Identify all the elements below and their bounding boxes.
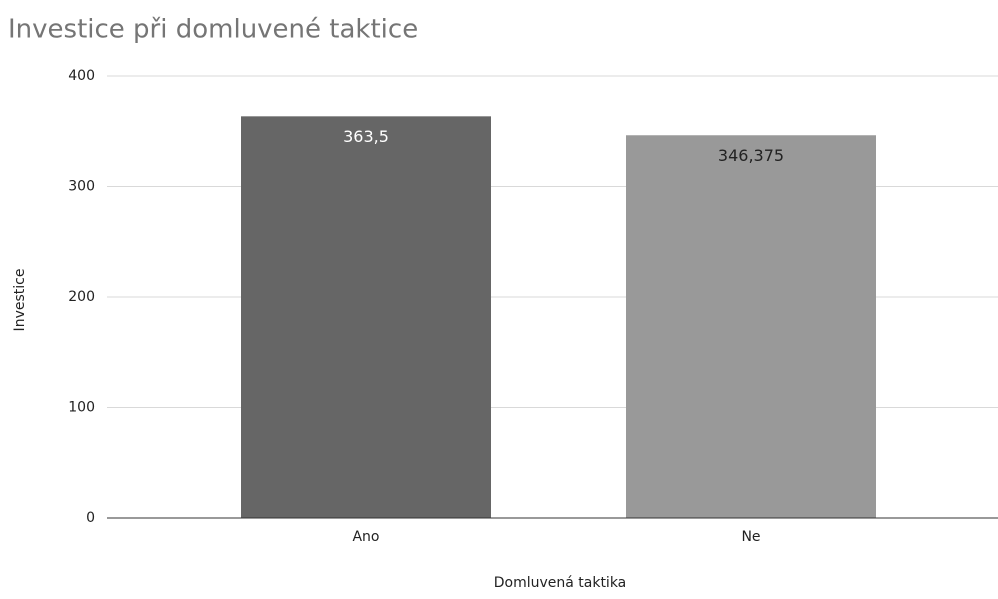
- x-axis-title: Domluvená taktika: [494, 575, 627, 591]
- x-tick-label: Ano: [352, 529, 379, 545]
- bar: [626, 135, 876, 519]
- data-label: 346,375: [718, 146, 784, 165]
- y-tick-label: 0: [86, 510, 95, 526]
- y-tick-label: 300: [68, 179, 95, 195]
- bar: [241, 116, 491, 519]
- y-tick-label: 100: [68, 400, 95, 416]
- y-tick-label: 400: [68, 68, 95, 84]
- data-label: 363,5: [343, 127, 389, 146]
- x-tick-label: Ne: [741, 529, 760, 545]
- y-tick-label: 200: [68, 289, 95, 305]
- y-axis-title: Investice: [12, 269, 28, 332]
- chart-title: Investice při domluvené taktice: [8, 15, 418, 45]
